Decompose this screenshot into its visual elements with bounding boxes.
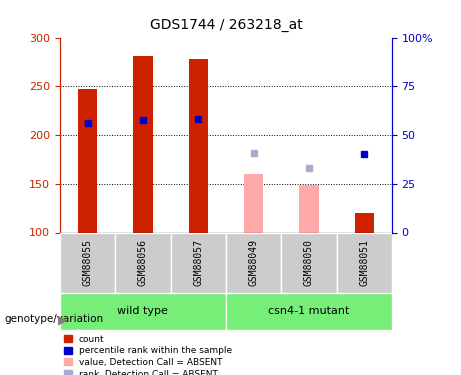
- Text: GSM88051: GSM88051: [359, 239, 369, 286]
- Bar: [355, 213, 374, 232]
- FancyBboxPatch shape: [226, 292, 392, 330]
- FancyBboxPatch shape: [60, 292, 226, 330]
- Text: GSM88056: GSM88056: [138, 239, 148, 286]
- FancyBboxPatch shape: [171, 232, 226, 292]
- Text: GSM88055: GSM88055: [83, 239, 93, 286]
- Bar: [78, 89, 97, 232]
- Text: wild type: wild type: [118, 306, 168, 316]
- FancyBboxPatch shape: [60, 232, 115, 292]
- Text: ▶: ▶: [58, 313, 67, 326]
- Bar: [189, 59, 208, 232]
- FancyBboxPatch shape: [226, 232, 281, 292]
- Text: GSM88050: GSM88050: [304, 239, 314, 286]
- Legend: count, percentile rank within the sample, value, Detection Call = ABSENT, rank, : count, percentile rank within the sample…: [65, 334, 232, 375]
- FancyBboxPatch shape: [115, 232, 171, 292]
- Text: GSM88057: GSM88057: [193, 239, 203, 286]
- Title: GDS1744 / 263218_at: GDS1744 / 263218_at: [149, 18, 302, 32]
- FancyBboxPatch shape: [337, 232, 392, 292]
- Bar: [133, 56, 153, 232]
- Text: genotype/variation: genotype/variation: [5, 315, 104, 324]
- Bar: [244, 174, 263, 232]
- Text: csn4-1 mutant: csn4-1 mutant: [268, 306, 349, 316]
- Bar: [299, 185, 319, 232]
- FancyBboxPatch shape: [281, 232, 337, 292]
- Text: GSM88049: GSM88049: [248, 239, 259, 286]
